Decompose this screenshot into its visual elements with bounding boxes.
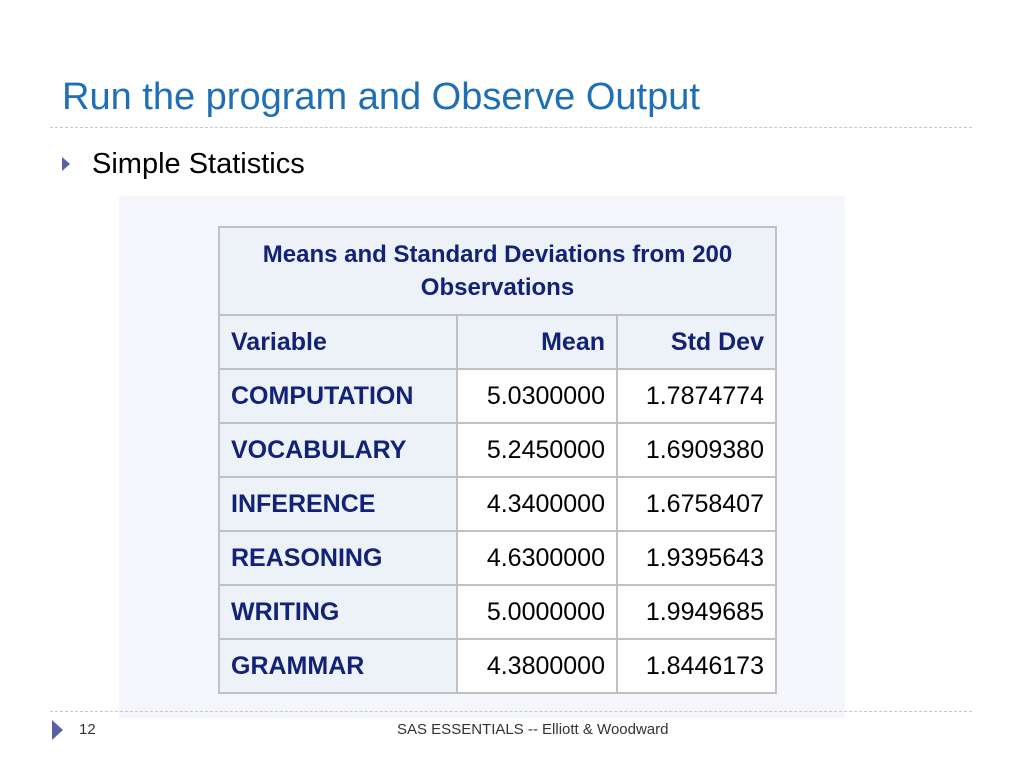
table-header-row: Variable Mean Std Dev (217, 314, 777, 370)
table-row: REASONING 4.6300000 1.9395643 (217, 530, 777, 586)
std-dev-value: 1.7874774 (616, 368, 777, 424)
std-dev-value: 1.9395643 (616, 530, 777, 586)
std-dev-value: 1.6909380 (616, 422, 777, 478)
variable-name: WRITING (217, 584, 459, 640)
table-row: COMPUTATION 5.0300000 1.7874774 (217, 368, 777, 424)
footer-divider (50, 711, 972, 712)
mean-value: 4.3400000 (456, 476, 618, 532)
variable-name: GRAMMAR (217, 638, 459, 694)
column-header-std-dev: Std Dev (616, 314, 777, 370)
table-row: VOCABULARY 5.2450000 1.6909380 (217, 422, 777, 478)
mean-value: 5.0300000 (456, 368, 618, 424)
column-header-mean: Mean (456, 314, 618, 370)
mean-value: 5.0000000 (456, 584, 618, 640)
table-row: INFERENCE 4.3400000 1.6758407 (217, 476, 777, 532)
slide-title: Run the program and Observe Output (62, 76, 700, 118)
column-header-variable: Variable (217, 314, 459, 370)
table-row: WRITING 5.0000000 1.9949685 (217, 584, 777, 640)
bullet-text: Simple Statistics (92, 147, 305, 180)
std-dev-value: 1.6758407 (616, 476, 777, 532)
statistics-table: Means and Standard Deviations from 200 O… (217, 226, 777, 694)
bullet-arrow-icon (62, 157, 70, 171)
variable-name: INFERENCE (217, 476, 459, 532)
table-caption: Means and Standard Deviations from 200 O… (218, 226, 777, 316)
page-number: 12 (79, 721, 96, 738)
footer-text: SAS ESSENTIALS -- Elliott & Woodward (397, 721, 669, 738)
mean-value: 5.2450000 (456, 422, 618, 478)
mean-value: 4.6300000 (456, 530, 618, 586)
mean-value: 4.3800000 (456, 638, 618, 694)
title-divider (50, 127, 972, 128)
std-dev-value: 1.8446173 (616, 638, 777, 694)
std-dev-value: 1.9949685 (616, 584, 777, 640)
variable-name: VOCABULARY (217, 422, 459, 478)
bullet-item: Simple Statistics (62, 146, 305, 182)
variable-name: REASONING (217, 530, 459, 586)
table-row: GRAMMAR 4.3800000 1.8446173 (217, 638, 777, 694)
variable-name: COMPUTATION (217, 368, 459, 424)
footer-arrow-icon (52, 720, 63, 740)
